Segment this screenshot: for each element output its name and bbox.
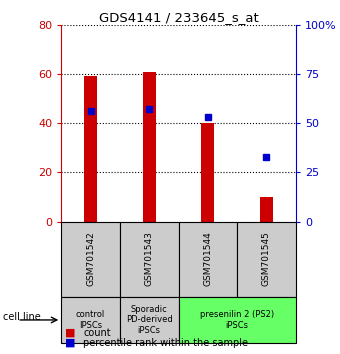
- Bar: [260, 197, 273, 222]
- Bar: [120, 297, 178, 343]
- Text: percentile rank within the sample: percentile rank within the sample: [83, 338, 248, 348]
- Text: Sporadic
PD-derived
iPSCs: Sporadic PD-derived iPSCs: [126, 305, 172, 335]
- Text: GSM701542: GSM701542: [86, 232, 95, 286]
- Text: count: count: [83, 328, 111, 338]
- Text: GSM701543: GSM701543: [145, 232, 154, 286]
- Bar: [178, 297, 296, 343]
- Text: GSM701544: GSM701544: [203, 232, 212, 286]
- Bar: [178, 222, 237, 297]
- Bar: [201, 123, 214, 222]
- Text: presenilin 2 (PS2)
iPSCs: presenilin 2 (PS2) iPSCs: [200, 310, 274, 330]
- Title: GDS4141 / 233645_s_at: GDS4141 / 233645_s_at: [99, 11, 258, 24]
- Text: ■: ■: [65, 338, 75, 348]
- Bar: [61, 297, 120, 343]
- Bar: [237, 222, 296, 297]
- Text: control
IPSCs: control IPSCs: [76, 310, 105, 330]
- Text: cell line: cell line: [3, 312, 41, 322]
- Bar: [120, 222, 178, 297]
- Bar: [61, 222, 120, 297]
- Text: GSM701545: GSM701545: [262, 232, 271, 286]
- Text: ■: ■: [65, 328, 75, 338]
- Bar: [84, 76, 97, 222]
- Bar: [143, 72, 156, 222]
